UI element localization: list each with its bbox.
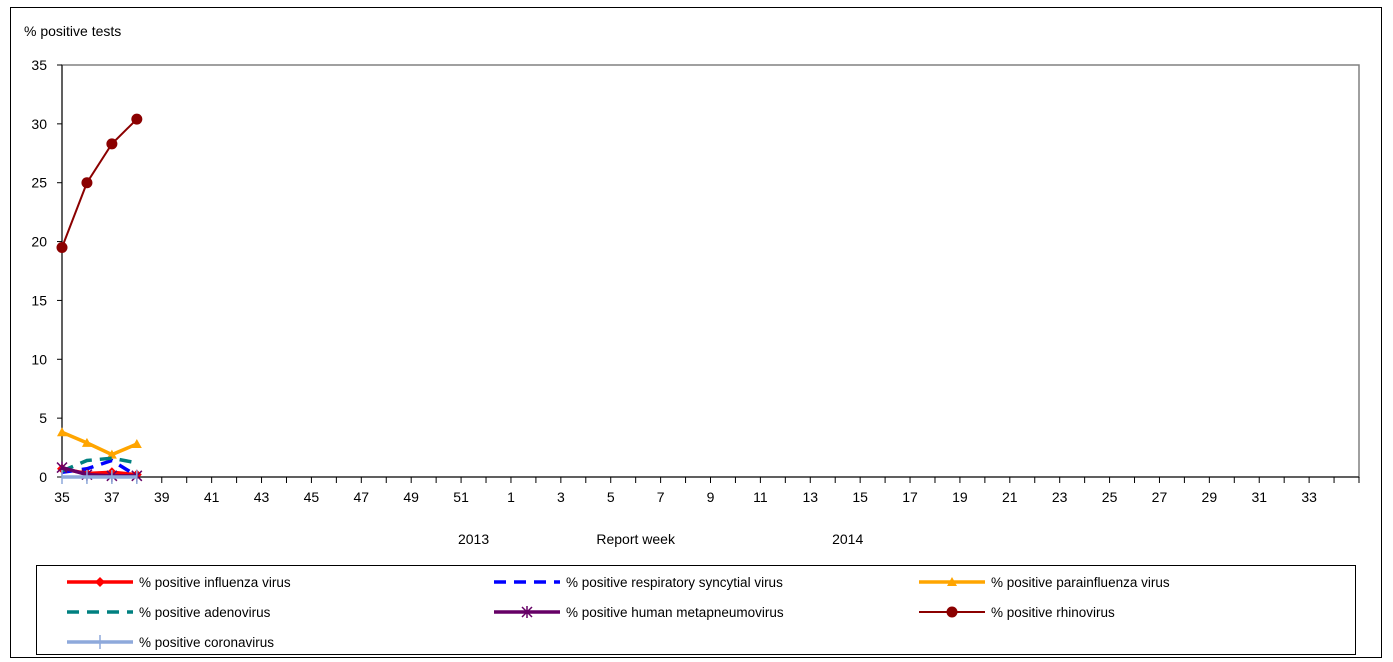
- x-axis-title: Report week: [596, 531, 676, 547]
- legend-marker: [947, 577, 957, 586]
- data-point: [81, 437, 92, 447]
- legend-swatch: [494, 580, 560, 584]
- x-tick-label: 17: [902, 489, 918, 505]
- x-tick-label: 3: [557, 489, 565, 505]
- x-tick-label: 51: [453, 489, 469, 505]
- y-tick-label: 5: [39, 410, 47, 426]
- x-tick-label: 35: [54, 489, 70, 505]
- legend-swatch: [919, 606, 985, 618]
- y-axis-title: % positive tests: [24, 23, 121, 39]
- data-point: [131, 439, 142, 449]
- year-label-2013: 2013: [458, 531, 489, 547]
- x-tick-label: 27: [1152, 489, 1168, 505]
- legend-item: % positive parainfluenza virus: [917, 572, 1170, 592]
- x-tick-label: 1: [507, 489, 515, 505]
- x-tick-label: 5: [607, 489, 615, 505]
- y-tick-label: 35: [31, 57, 47, 73]
- x-tick-label: 11: [753, 489, 768, 505]
- series-3: [61, 456, 138, 473]
- legend-item: % positive influenza virus: [65, 572, 291, 592]
- x-tick-label: 15: [852, 489, 868, 505]
- plot-border: [61, 64, 1360, 478]
- x-tick-label: 7: [657, 489, 665, 505]
- data-point: [56, 241, 68, 253]
- y-tick-label: 20: [31, 234, 47, 250]
- legend-item: % positive adenovirus: [65, 602, 270, 622]
- legend-item: % positive rhinovirus: [917, 602, 1115, 622]
- legend-label: % positive respiratory syncytial virus: [566, 574, 783, 590]
- series-line: [61, 456, 138, 473]
- legend-label: % positive human metapneumovirus: [566, 604, 784, 620]
- legend-marker: [521, 606, 533, 618]
- y-axis: 0 5 10 15 20 25 30 35: [31, 57, 63, 485]
- series-layer: [56, 113, 143, 484]
- x-tick-label: 39: [154, 489, 170, 505]
- series-line: [61, 430, 138, 457]
- legend-swatch: [67, 635, 133, 649]
- legend-label: % positive adenovirus: [139, 604, 271, 620]
- x-tick-label: 33: [1301, 489, 1317, 505]
- series-2: [57, 427, 142, 459]
- legend-swatch: [67, 577, 133, 587]
- y-tick-label: 10: [31, 351, 47, 367]
- legend: % positive influenza virus % positive res…: [36, 565, 1356, 655]
- x-tick-label: 13: [802, 489, 818, 505]
- legend-item: % positive coronavirus: [65, 632, 274, 652]
- legend-marker: [95, 577, 105, 587]
- legend-label: % positive coronavirus: [139, 634, 275, 650]
- data-point: [131, 113, 143, 125]
- legend-marker: [946, 606, 958, 618]
- legend-swatch: [919, 577, 985, 586]
- x-tick-label: 47: [354, 489, 370, 505]
- series-6: [61, 470, 138, 484]
- x-tick-label: 19: [952, 489, 968, 505]
- data-point: [106, 449, 117, 459]
- x-tick-label: 31: [1251, 489, 1267, 505]
- x-tick-label: 45: [304, 489, 320, 505]
- legend-swatch: [494, 606, 560, 618]
- y-tick-label: 15: [31, 292, 47, 308]
- series-line: [61, 118, 138, 248]
- data-point: [106, 138, 118, 150]
- x-tick-label: 25: [1102, 489, 1118, 505]
- legend-label: % positive rhinovirus: [991, 604, 1115, 620]
- y-tick-label: 25: [31, 175, 47, 191]
- x-tick-label: 21: [1002, 489, 1018, 505]
- x-tick-label: 37: [104, 489, 120, 505]
- legend-swatch: [67, 610, 133, 614]
- data-point: [57, 427, 67, 437]
- series-5: [56, 113, 143, 253]
- data-point: [81, 177, 93, 189]
- legend-item: % positive human metapneumovirus: [492, 602, 784, 622]
- x-tick-label: 43: [254, 489, 270, 505]
- x-tick-label: 23: [1052, 489, 1068, 505]
- legend-item: % positive respiratory syncytial virus: [492, 572, 783, 592]
- legend-label: % positive parainfluenza virus: [991, 574, 1170, 590]
- x-tick-label: 41: [204, 489, 220, 505]
- plot-area: [61, 64, 1360, 478]
- series-1: [61, 458, 138, 478]
- legend-label: % positive influenza virus: [139, 574, 291, 590]
- series-line: [61, 458, 138, 478]
- year-label-2014: 2014: [832, 531, 863, 547]
- x-tick-label: 49: [403, 489, 419, 505]
- x-tick-label: 29: [1202, 489, 1218, 505]
- x-axis: 35 37 39 41 43 45 47 49 51 1 3 5 7 9 11 13 15 17 19 21 23 25 2…: [54, 476, 1360, 505]
- y-tick-label: 0: [39, 469, 47, 485]
- y-tick-label: 30: [31, 116, 47, 132]
- x-tick-label: 9: [707, 489, 715, 505]
